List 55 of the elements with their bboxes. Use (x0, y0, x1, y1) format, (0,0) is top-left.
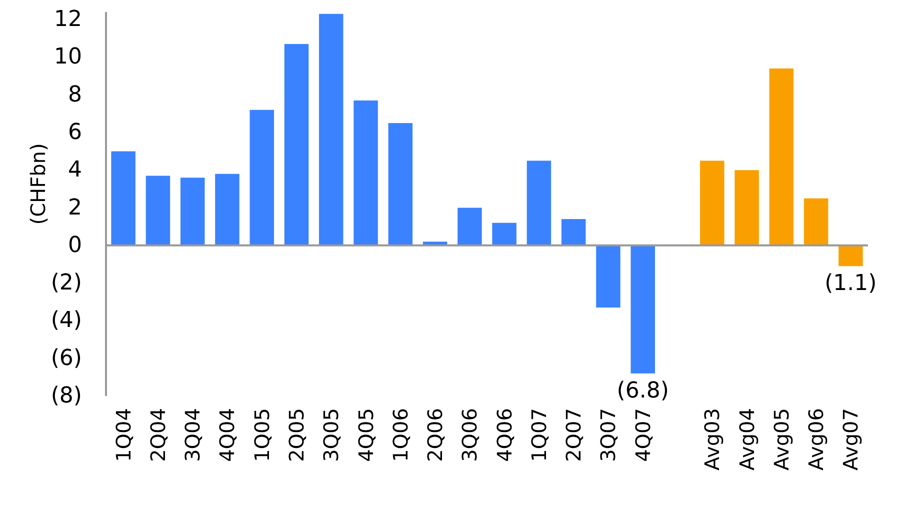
x-tick-label: 4Q06 (492, 408, 516, 462)
x-tick-label: 1Q04 (111, 408, 136, 462)
bar (250, 110, 274, 246)
x-tick-label: Avg07 (838, 408, 863, 470)
x-tick-label: 2Q07 (562, 408, 586, 462)
x-tick-label: 2Q06 (423, 408, 448, 462)
y-tick-label: 8 (68, 82, 82, 108)
bar (146, 176, 170, 246)
bar (630, 245, 655, 374)
bar (284, 44, 309, 246)
x-tick-label: 1Q05 (250, 408, 274, 462)
y-tick-label: (4) (50, 308, 82, 334)
y-axis-title: (CHFbn) (26, 143, 50, 225)
bar (388, 123, 413, 246)
data-label: (1.1) (824, 271, 877, 296)
bar (526, 160, 552, 246)
bar (354, 100, 378, 246)
bar (180, 178, 205, 246)
bar (215, 174, 240, 246)
y-tick-label: (8) (50, 384, 82, 408)
x-tick-label: 3Q07 (596, 408, 620, 462)
x-tick-label: Avg05 (769, 408, 794, 470)
bar (319, 14, 344, 246)
bar (561, 219, 586, 246)
x-tick-label: Avg04 (734, 408, 759, 470)
x-tick-label: 2Q05 (284, 408, 308, 462)
y-tick-label: 10 (54, 44, 82, 70)
bar (734, 170, 759, 246)
bar (458, 208, 482, 246)
bar (769, 68, 794, 246)
x-tick-label: 4Q04 (215, 408, 240, 462)
x-tick-label: 1Q07 (526, 408, 551, 462)
y-tick-label: 6 (68, 120, 82, 145)
x-tick-label: 1Q06 (388, 408, 412, 462)
x-tick-label: Avg06 (804, 408, 828, 470)
data-label: (6.8) (616, 378, 669, 404)
y-tick-label: (2) (50, 270, 82, 296)
x-tick-label: 3Q06 (458, 408, 482, 462)
y-tick-label: (6) (50, 346, 82, 371)
x-tick-label: 4Q05 (354, 408, 378, 462)
y-tick-label: 2 (68, 195, 82, 220)
bar (804, 198, 828, 246)
bar (700, 160, 724, 246)
y-tick-label: 4 (68, 158, 82, 183)
bar (492, 222, 516, 246)
bar (838, 245, 863, 266)
bar (596, 245, 620, 308)
x-tick-label: 3Q04 (180, 408, 205, 462)
x-tick-label: 2Q04 (146, 408, 170, 462)
bar (111, 151, 136, 246)
x-tick-label: 4Q07 (630, 408, 655, 462)
x-tick-label: Avg03 (700, 408, 724, 470)
y-tick-label: 12 (54, 7, 82, 32)
x-tick-label: 3Q05 (319, 408, 344, 462)
y-tick-label: 0 (68, 232, 82, 258)
